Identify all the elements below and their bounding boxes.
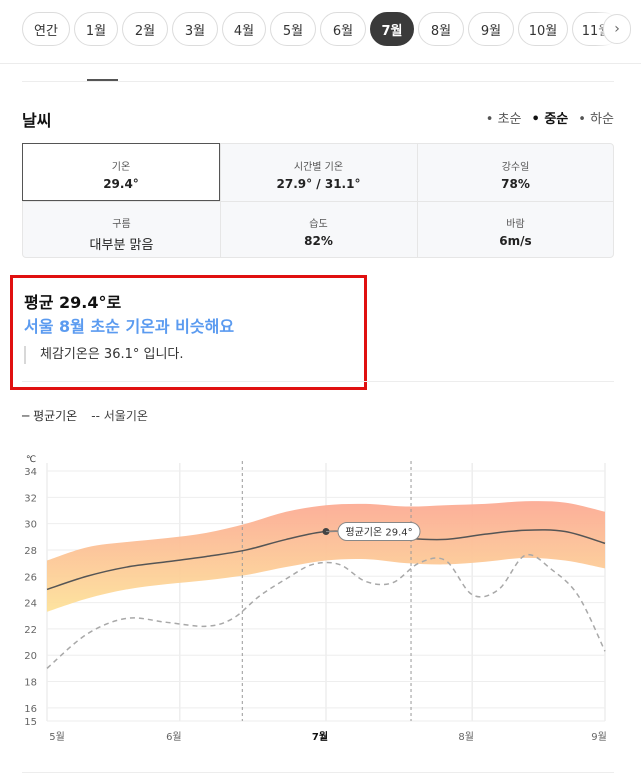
tab-month-9[interactable]: 9월 xyxy=(468,12,514,46)
legend-label: 평균기온 xyxy=(33,409,78,423)
tab-next-button[interactable]: › xyxy=(603,14,631,44)
section-divider xyxy=(22,772,614,773)
stat-value: 6m/s xyxy=(499,234,532,248)
stat-cloud[interactable]: 구름 대부분 맑음 xyxy=(23,201,220,258)
month-tabs: 연간1월2월3월4월5월6월7월8월9월10월11월 xyxy=(0,0,641,64)
bullet-icon: • xyxy=(485,112,498,127)
stat-value: 27.9° / 31.1° xyxy=(276,177,361,191)
y-tick-label: 32 xyxy=(24,493,37,504)
stat-label: 구름 xyxy=(112,219,131,230)
y-tick-label: 22 xyxy=(24,625,37,636)
y-tick-label: 34 xyxy=(24,467,37,478)
stat-label: 습도 xyxy=(309,219,328,230)
y-tick-label: 20 xyxy=(24,651,37,662)
temperature-summary: 평균 29.4°로 서울 8월 초순 기온과 비슷해요 체감기온은 36.1° … xyxy=(10,275,367,390)
stat-value: 대부분 맑음 xyxy=(89,238,154,253)
stats-divider xyxy=(23,201,613,202)
tab-month-10[interactable]: 10월 xyxy=(518,12,568,46)
summary-feels-like: 체감기온은 36.1° 입니다. xyxy=(24,346,184,364)
y-unit-label: ℃ xyxy=(26,455,36,465)
stat-value: 29.4° xyxy=(103,177,139,191)
legend-dashed-icon: -- xyxy=(91,409,100,423)
bullet-icon: • xyxy=(578,112,591,127)
x-tick-label: 8월 xyxy=(458,731,474,743)
stats-divider xyxy=(417,144,418,257)
period-tab-1[interactable]: • 중순 xyxy=(532,108,569,127)
stat-temperature[interactable]: 기온 29.4° xyxy=(22,143,220,201)
annotation-badge xyxy=(337,522,421,542)
x-tick-label: 7월 xyxy=(312,731,328,743)
period-tab-0[interactable]: • 초순 xyxy=(486,108,522,127)
weather-title: 날씨 xyxy=(22,111,52,130)
stat-label: 시간별 기온 xyxy=(293,162,344,173)
chevron-right-icon: › xyxy=(614,21,620,37)
legend-label: 서울기온 xyxy=(103,409,148,423)
stat-label: 강수일 xyxy=(501,162,530,173)
x-tick-label: 5월 xyxy=(49,731,65,743)
series-seoul-temperature xyxy=(46,553,606,669)
period-tab-2[interactable]: • 하순 xyxy=(578,108,614,127)
section-divider xyxy=(22,381,614,382)
weather-stats: 기온 29.4° 시간별 기온 27.9° / 31.1° 강수일 78% 구름… xyxy=(22,143,614,258)
stat-wind[interactable]: 바람 6m/s xyxy=(417,201,614,258)
period-label: 하순 xyxy=(590,112,614,127)
tab-month-7[interactable]: 7월 xyxy=(370,12,414,46)
tab-month-8[interactable]: 8월 xyxy=(418,12,464,46)
y-tick-label: 24 xyxy=(24,599,37,610)
stat-value: 82% xyxy=(304,234,333,248)
legend-solid-icon: ─ xyxy=(22,409,30,423)
stat-label: 기온 xyxy=(111,162,131,173)
x-tick-label: 6월 xyxy=(166,731,182,743)
stat-label: 바람 xyxy=(506,219,525,230)
tab-month-4[interactable]: 4월 xyxy=(222,12,266,46)
stats-divider xyxy=(220,144,221,257)
stat-value: 78% xyxy=(501,177,530,191)
legend-item-average: ─ 평균기온 xyxy=(22,407,77,424)
section-tab-indicator xyxy=(87,79,118,81)
annotation-label: 평균기온 29.4° xyxy=(345,527,412,539)
y-tick-label: 18 xyxy=(24,678,37,689)
tab-month-5[interactable]: 5월 xyxy=(270,12,316,46)
temperature-range-band xyxy=(47,501,605,612)
summary-comparison: 서울 8월 초순 기온과 비슷해요 xyxy=(24,317,235,336)
tab-month-0[interactable]: 연간 xyxy=(22,12,70,46)
tab-month-1[interactable]: 1월 xyxy=(74,12,118,46)
tab-month-6[interactable]: 6월 xyxy=(320,12,366,46)
period-tabs: • 초순 • 중순 • 하순 xyxy=(486,108,614,127)
y-tick-label: 28 xyxy=(24,546,37,557)
tab-month-2[interactable]: 2월 xyxy=(122,12,168,46)
bullet-icon: • xyxy=(531,112,545,127)
summary-average: 평균 29.4°로 xyxy=(24,293,122,312)
y-tick-label: 15 xyxy=(24,717,37,728)
temperature-chart: 평균기온 29.4° 15 16 18 20 22 24 26 28 30 32 34 ℃ 5월 6월 7월 8… xyxy=(24,455,607,743)
stat-precipitation-days[interactable]: 강수일 78% xyxy=(417,144,614,201)
section-divider xyxy=(22,81,614,82)
stat-humidity[interactable]: 습도 82% xyxy=(220,201,417,258)
legend-item-seoul: -- 서울기온 xyxy=(91,407,148,424)
y-tick-label: 30 xyxy=(24,520,37,531)
chart-legend: ─ 평균기온 -- 서울기온 xyxy=(22,407,148,424)
x-tick-label: 9월 xyxy=(591,731,607,743)
tab-month-3[interactable]: 3월 xyxy=(172,12,218,46)
stat-hourly-temperature[interactable]: 시간별 기온 27.9° / 31.1° xyxy=(220,144,417,201)
y-tick-label: 16 xyxy=(24,704,37,715)
period-label: 초순 xyxy=(497,112,522,127)
period-label: 중순 xyxy=(544,112,569,127)
y-tick-label: 26 xyxy=(24,572,37,583)
